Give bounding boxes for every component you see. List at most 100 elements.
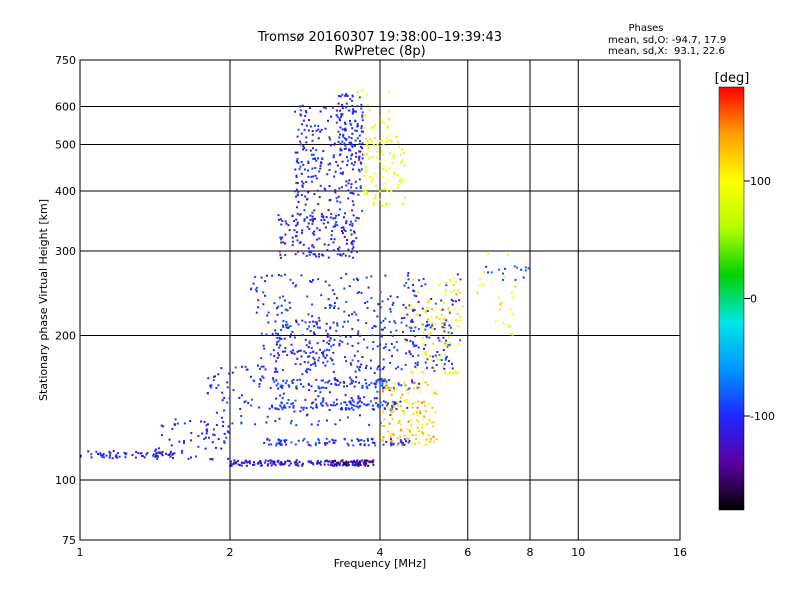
data-point	[328, 284, 331, 287]
data-point	[431, 322, 434, 325]
data-point	[275, 444, 278, 447]
data-point	[418, 430, 420, 432]
data-point	[297, 464, 300, 467]
data-point	[311, 320, 314, 323]
data-point	[246, 368, 249, 371]
data-point	[410, 320, 412, 323]
data-point	[328, 342, 330, 345]
data-point	[431, 421, 434, 424]
data-point	[206, 392, 209, 395]
data-point	[340, 226, 343, 229]
data-point	[447, 345, 450, 348]
data-point	[359, 461, 361, 464]
data-point	[115, 454, 118, 457]
data-point	[284, 220, 287, 223]
data-point	[346, 385, 349, 388]
data-point	[350, 233, 353, 236]
data-point	[262, 344, 265, 347]
data-point	[311, 222, 314, 225]
data-point	[356, 402, 359, 405]
data-point	[423, 347, 425, 350]
data-point	[353, 230, 355, 233]
data-point	[290, 333, 292, 336]
data-point	[412, 284, 414, 286]
data-point	[444, 358, 447, 361]
data-point	[383, 407, 386, 410]
data-point	[310, 406, 313, 409]
data-point	[391, 405, 394, 407]
data-point	[361, 116, 364, 119]
data-point	[459, 278, 462, 281]
data-point	[428, 323, 430, 326]
data-point	[396, 437, 399, 440]
data-point	[257, 364, 259, 367]
data-point	[301, 229, 304, 232]
data-point	[174, 418, 177, 421]
data-point	[364, 302, 366, 304]
data-point	[356, 105, 359, 108]
data-point	[392, 433, 395, 436]
data-point	[382, 443, 385, 446]
data-point	[300, 132, 303, 135]
data-point	[407, 272, 410, 275]
data-point	[181, 449, 184, 452]
data-point	[282, 241, 285, 244]
data-point	[311, 211, 314, 214]
data-point	[403, 400, 406, 403]
data-point	[336, 297, 338, 300]
data-point	[321, 351, 323, 354]
data-point	[329, 306, 331, 309]
data-point	[380, 150, 383, 153]
data-point	[349, 229, 352, 232]
data-point	[351, 95, 354, 98]
data-point	[309, 250, 312, 253]
data-point	[358, 134, 361, 137]
data-point	[509, 333, 512, 336]
data-point	[299, 349, 302, 352]
data-point	[244, 400, 247, 403]
data-point	[429, 332, 432, 335]
data-point	[425, 325, 428, 328]
data-point	[309, 351, 312, 354]
data-point	[377, 403, 379, 406]
data-point	[223, 432, 226, 435]
data-point	[393, 154, 395, 157]
data-point	[450, 298, 453, 301]
data-point	[308, 340, 311, 343]
data-point	[267, 321, 270, 324]
data-point	[313, 358, 316, 361]
data-point	[359, 161, 362, 164]
data-point	[330, 234, 333, 237]
data-point	[277, 408, 280, 411]
data-point	[373, 372, 376, 374]
data-point	[308, 384, 311, 386]
data-point	[383, 187, 386, 190]
data-point	[448, 332, 451, 335]
data-point	[502, 322, 505, 325]
data-point	[293, 410, 296, 413]
data-point	[314, 390, 317, 392]
data-point	[315, 406, 318, 409]
data-point	[303, 361, 306, 363]
data-point	[155, 448, 157, 451]
data-point	[302, 145, 305, 148]
data-point	[365, 462, 368, 465]
data-point	[291, 352, 294, 354]
data-point	[341, 459, 344, 462]
data-point	[280, 304, 283, 307]
data-point	[311, 303, 314, 306]
data-point	[260, 276, 263, 279]
data-point	[366, 300, 369, 303]
data-point	[204, 447, 207, 450]
data-point	[359, 150, 362, 153]
data-point	[361, 111, 364, 114]
data-point	[332, 217, 335, 220]
data-point	[342, 252, 345, 255]
data-point	[322, 351, 325, 354]
data-point	[280, 328, 283, 331]
data-point	[278, 354, 281, 357]
data-point	[305, 136, 308, 139]
data-point	[286, 459, 289, 462]
data-point	[169, 450, 172, 453]
colorbar-tick-label: -100	[750, 410, 775, 423]
